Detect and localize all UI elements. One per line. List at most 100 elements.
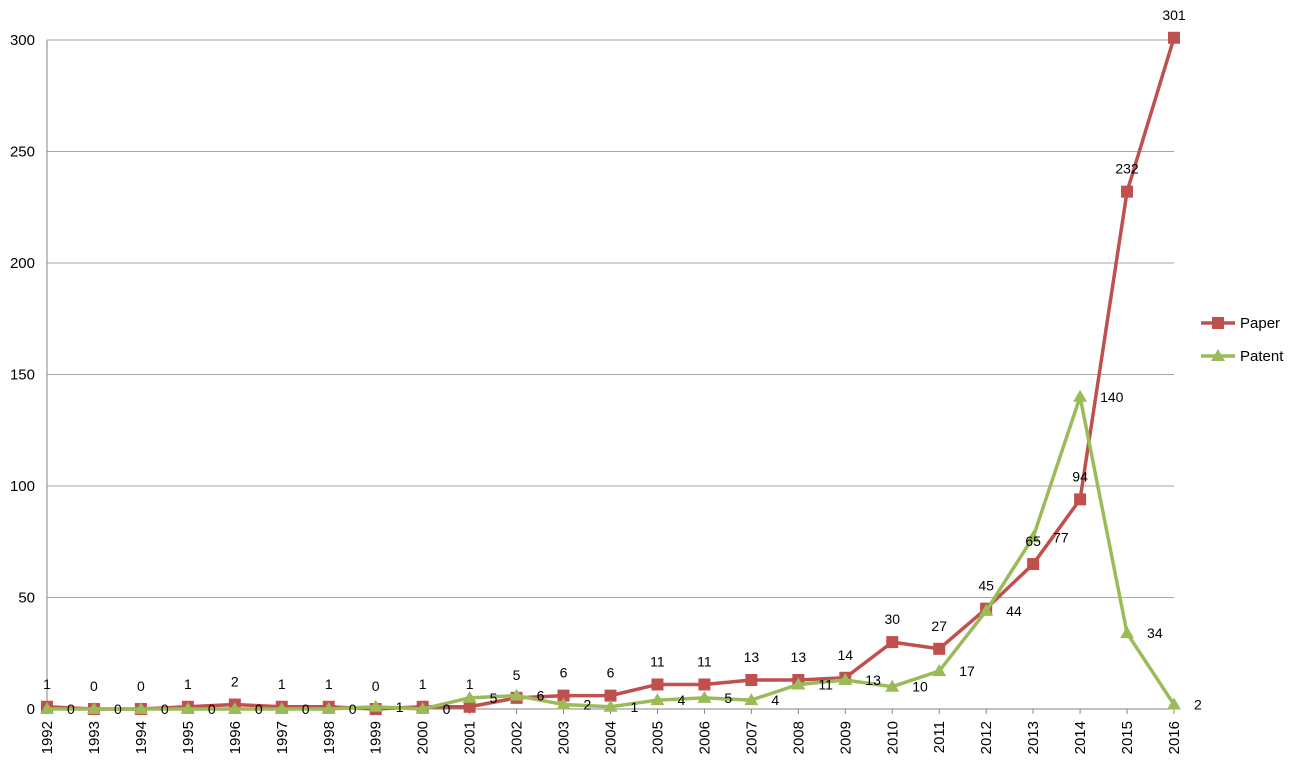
paper-data-label: 65 [1025, 533, 1041, 549]
paper-data-label: 30 [884, 611, 900, 627]
patent-line [47, 395, 1176, 711]
paper-data-label: 6 [560, 665, 568, 681]
patent-data-label: 34 [1147, 625, 1163, 641]
patent-data-label: 4 [677, 692, 685, 708]
series-layer [40, 31, 1181, 715]
patent-point [744, 693, 759, 706]
patent-data-label: 140 [1100, 389, 1124, 405]
y-tick-label: 200 [10, 255, 35, 272]
x-tick-label: 1998 [321, 721, 338, 754]
series-patent [40, 389, 1181, 714]
x-tick-label: 1995 [180, 721, 197, 754]
patent-point [885, 679, 900, 692]
y-tick-label: 300 [10, 32, 35, 49]
paper-data-label: 6 [607, 665, 615, 681]
patent-data-label: 0 [161, 701, 169, 717]
paper-point [1027, 558, 1040, 571]
x-tick-label: 2009 [837, 721, 854, 754]
paper-point [1168, 31, 1180, 44]
paper-data-label: 1 [184, 676, 192, 692]
patent-data-label: 13 [865, 672, 881, 688]
paper-data-label: 45 [978, 578, 994, 594]
patent-point [180, 702, 195, 714]
patent-point [603, 699, 618, 712]
paper-point [557, 689, 570, 702]
x-tick-label: 1996 [227, 721, 244, 754]
patent-data-label: 0 [114, 701, 122, 717]
legend-item-paper: Paper [1201, 315, 1280, 332]
paper-data-label: 1 [466, 676, 474, 692]
x-tick-label: 2006 [696, 721, 713, 754]
patent-point [40, 702, 54, 714]
paper-point [886, 636, 899, 649]
patent-data-label: 0 [349, 701, 357, 717]
patent-point [1026, 530, 1041, 543]
patent-point [1073, 389, 1088, 402]
patent-point [932, 664, 947, 677]
patent-data-label: 0 [302, 701, 310, 717]
patent-data-label: 44 [1006, 603, 1022, 619]
x-tick-label: 1994 [133, 721, 150, 754]
legend-item-patent: Patent [1201, 348, 1284, 365]
patent-data-label: 0 [208, 701, 216, 717]
paper-data-label: 13 [744, 649, 760, 665]
patent-point [415, 702, 430, 714]
patent-data-label: 2 [1194, 697, 1202, 713]
x-tick-label: 2008 [790, 721, 807, 754]
paper-point [604, 689, 617, 702]
paper-data-label: 0 [372, 678, 380, 694]
patent-data-label: 77 [1053, 529, 1069, 545]
x-tick-label: 2001 [462, 721, 479, 754]
paper-point [651, 678, 664, 691]
x-tick-label: 2003 [556, 721, 573, 754]
y-tick-label: 150 [10, 367, 35, 384]
patent-point [462, 690, 477, 703]
legend-triangle-marker [1211, 349, 1225, 361]
paper-data-label: 11 [697, 653, 712, 669]
patent-point [838, 673, 853, 686]
patent-data-label: 11 [818, 676, 833, 692]
patent-point [509, 688, 524, 701]
paper-line [46, 37, 1176, 711]
patent-point [321, 702, 336, 714]
x-tick-label: 2007 [743, 721, 760, 754]
patent-data-label: 5 [724, 690, 732, 706]
x-tick-label: 1997 [274, 721, 291, 754]
paper-data-label: 232 [1115, 161, 1139, 177]
legend-square-marker [1212, 317, 1224, 329]
patent-data-label: 4 [771, 692, 779, 708]
paper-data-label: 1 [43, 676, 51, 692]
paper-point [463, 700, 476, 713]
paper-data-label: 0 [90, 678, 98, 694]
x-tick-label: 2010 [884, 721, 901, 754]
patent-data-label: 17 [959, 663, 975, 679]
patent-point [791, 677, 806, 690]
patent-data-label: 2 [584, 697, 592, 713]
patent-point [86, 702, 101, 714]
x-tick-label: 2012 [978, 721, 995, 754]
patent-data-label: 0 [255, 701, 263, 717]
x-tick-label: 2015 [1119, 721, 1136, 754]
x-tick-label: 2013 [1025, 721, 1042, 754]
patent-point [556, 697, 571, 710]
x-tick-label: 2000 [415, 721, 432, 754]
patent-point [697, 690, 712, 703]
x-tick-label: 2005 [649, 721, 666, 754]
x-tick-label: 2014 [1072, 721, 1089, 754]
x-tick-label: 1992 [39, 721, 56, 754]
x-tick-label: 2004 [603, 721, 620, 754]
paper-data-label: 1 [325, 676, 333, 692]
paper-data-label: 1 [278, 676, 286, 692]
paper-point [933, 642, 946, 655]
y-tick-label: 50 [18, 590, 35, 607]
paper-data-label: 13 [791, 649, 807, 665]
patent-data-label: 6 [537, 688, 545, 704]
paper-point [698, 678, 711, 691]
patent-point [979, 603, 994, 616]
y-tick-label: 250 [10, 144, 35, 161]
patent-data-label: 5 [490, 690, 498, 706]
